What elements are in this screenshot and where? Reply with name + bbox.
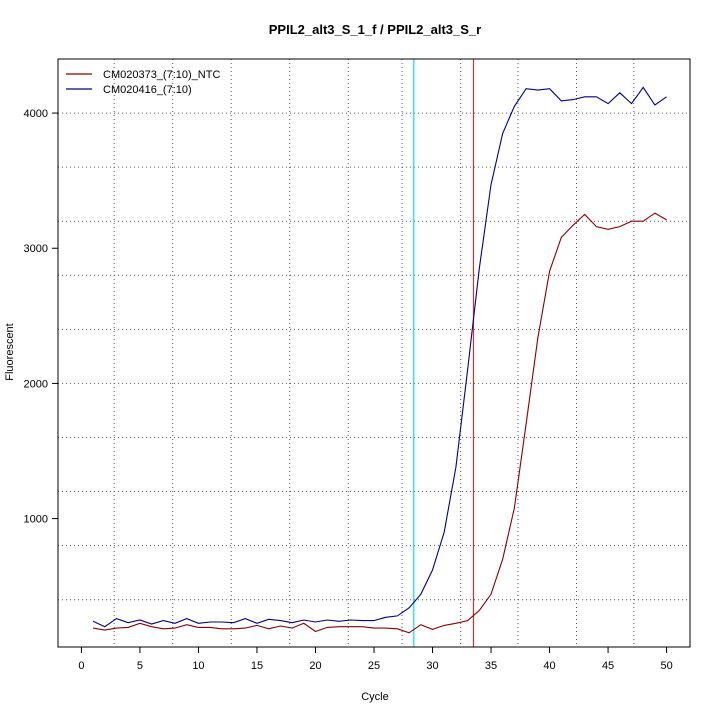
y-axis: 1000 2000 3000 4000 bbox=[24, 108, 59, 526]
x-tick-label: 20 bbox=[309, 660, 321, 672]
x-tick-label: 35 bbox=[485, 660, 497, 672]
x-tick-label: 45 bbox=[602, 660, 614, 672]
x-tick-label: 0 bbox=[78, 660, 84, 672]
grid-lines bbox=[58, 59, 690, 647]
x-tick-label: 25 bbox=[368, 660, 380, 672]
y-tick-label: 4000 bbox=[24, 108, 48, 120]
chart-title: PPIL2_alt3_S_1_f / PPIL2_alt3_S_r bbox=[269, 22, 481, 37]
x-axis-label: Cycle bbox=[361, 691, 389, 703]
x-tick-label: 50 bbox=[660, 660, 672, 672]
x-tick-label: 10 bbox=[192, 660, 204, 672]
threshold-lines bbox=[413, 59, 475, 647]
x-tick-label: 30 bbox=[426, 660, 438, 672]
y-tick-label: 3000 bbox=[24, 243, 48, 255]
legend-entry: CM020373_(7:10)_NTC bbox=[103, 69, 220, 81]
x-tick-label: 5 bbox=[137, 660, 143, 672]
y-tick-label: 1000 bbox=[24, 514, 48, 526]
y-axis-label: Fluorescent bbox=[4, 323, 16, 380]
y-tick-label: 2000 bbox=[24, 378, 48, 390]
series-line-1 bbox=[93, 212, 667, 634]
legend: CM020373_(7:10)_NTC CM020416_(7:10) bbox=[66, 69, 220, 96]
x-axis: 0 5 10 15 20 25 30 35 40 45 50 bbox=[78, 646, 673, 672]
series-line-2 bbox=[92, 86, 667, 628]
x-tick-label: 40 bbox=[543, 660, 555, 672]
data-series bbox=[92, 86, 667, 634]
legend-entry: CM020416_(7:10) bbox=[103, 84, 192, 96]
x-tick-label: 15 bbox=[251, 660, 263, 672]
